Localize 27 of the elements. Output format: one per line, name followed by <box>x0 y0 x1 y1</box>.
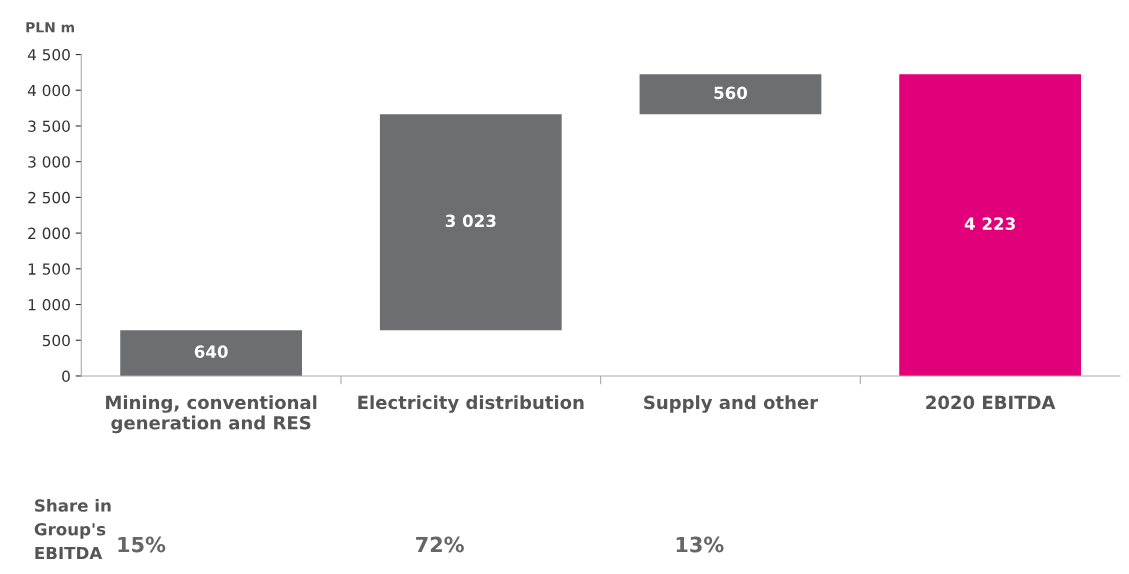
x-tick-label: Supply and other <box>644 395 819 413</box>
text: 13% <box>676 536 724 553</box>
bar <box>379 114 562 331</box>
bar <box>120 330 303 376</box>
text: 72% <box>416 536 464 553</box>
data-label: 3 023 <box>445 214 496 228</box>
x-tick-label: Mining, conventional generation and RES <box>106 395 317 434</box>
x-tick-label: Electricity distribution <box>358 395 584 413</box>
y-tick-label: 4 000 <box>27 84 70 97</box>
y-tick-label: 4 500 <box>27 49 70 61</box>
y-tick-label: 2 500 <box>28 191 70 204</box>
y-tick-label: 2 000 <box>28 227 70 240</box>
bar <box>639 74 822 115</box>
x-tick-label: 2020 EBITDA <box>926 395 1056 410</box>
text: Share in Group's EBITDA <box>34 498 111 560</box>
bar <box>899 74 1082 376</box>
y-tick-label: 500 <box>42 334 70 347</box>
data-label: 4 223 <box>964 217 1015 230</box>
text: 15% <box>118 536 166 553</box>
y-tick-label: 3 500 <box>28 120 70 132</box>
data-label: 640 <box>194 345 228 358</box>
y-tick-label: 0 <box>62 370 70 382</box>
y-tick-label: 1 500 <box>28 263 70 275</box>
y-tick-label: 3 000 <box>28 156 70 168</box>
y-tick-label: 1 000 <box>28 299 70 311</box>
data-label: 560 <box>714 86 748 100</box>
y-axis-title: PLN m <box>26 22 75 33</box>
